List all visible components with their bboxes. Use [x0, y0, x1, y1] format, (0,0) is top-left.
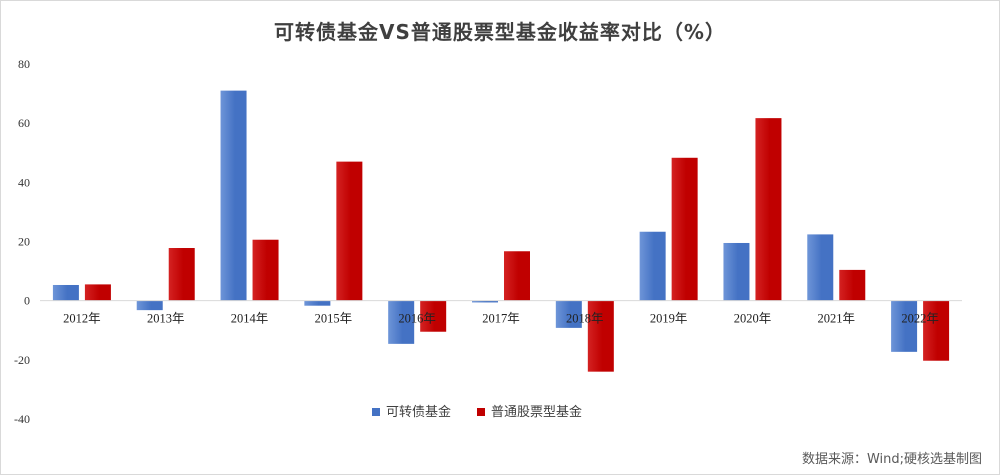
bar-equity-fund	[420, 300, 447, 332]
bar-equity-fund	[671, 157, 698, 301]
category-label: 2013年	[147, 312, 185, 326]
bar-equity-fund	[923, 300, 950, 361]
category-label: 2020年	[734, 312, 772, 326]
y-tick-label: 80	[18, 57, 30, 71]
bar-equity-fund	[839, 269, 866, 301]
bar-convertible-bond-fund	[304, 300, 331, 306]
y-tick-label: -20	[14, 353, 30, 367]
chart-title: 可转债基金VS普通股票型基金收益率对比（%）	[274, 20, 726, 44]
bar-equity-fund	[755, 118, 782, 301]
bar-equity-fund	[168, 248, 195, 301]
y-tick-label: 20	[18, 235, 30, 249]
legend-swatch	[372, 408, 380, 416]
legend: 可转债基金 普通股票型基金	[372, 404, 582, 420]
legend-label: 可转债基金	[386, 404, 451, 420]
bars-group	[52, 90, 950, 372]
bar-convertible-bond-fund	[555, 300, 582, 328]
bar-convertible-bond-fund	[136, 300, 163, 311]
bar-equity-fund	[84, 284, 111, 301]
bar-equity-fund	[504, 251, 530, 301]
category-labels: 2012年 2013年 2014年 2015年 2016年 2017年 2018年 2019年…	[63, 312, 939, 326]
bar-equity-fund	[336, 161, 363, 301]
bar-convertible-bond-fund	[891, 300, 918, 352]
bar-convertible-bond-fund	[52, 284, 79, 301]
y-tick-label: 60	[18, 116, 30, 130]
bar-equity-fund	[587, 300, 614, 372]
bar-convertible-bond-fund	[639, 231, 666, 301]
category-label: 2015年	[315, 312, 353, 326]
legend-label: 普通股票型基金	[491, 404, 582, 420]
category-label: 2016年	[398, 312, 436, 326]
bar-convertible-bond-fund	[220, 90, 247, 301]
bar-convertible-bond-fund	[807, 234, 834, 301]
category-label: 2019年	[650, 312, 688, 326]
y-tick-label: -40	[14, 412, 30, 426]
bar-convertible-bond-fund	[472, 300, 498, 303]
category-label: 2018年	[566, 312, 604, 326]
category-label: 2012年	[63, 312, 101, 326]
y-tick-label: 0	[24, 294, 30, 308]
category-label: 2014年	[231, 312, 269, 326]
bar-convertible-bond-fund	[723, 242, 750, 301]
category-label: 2021年	[818, 312, 856, 326]
source-note: 数据来源：Wind;硬核选基制图	[801, 452, 982, 467]
category-label: 2017年	[482, 312, 520, 326]
bar-convertible-bond-fund	[388, 300, 415, 344]
category-label: 2022年	[901, 312, 939, 326]
bar-equity-fund	[252, 239, 279, 301]
legend-swatch	[477, 408, 485, 416]
y-axis: 80 60 40 20 0 -20 -40	[14, 57, 30, 426]
y-tick-label: 40	[18, 175, 30, 189]
